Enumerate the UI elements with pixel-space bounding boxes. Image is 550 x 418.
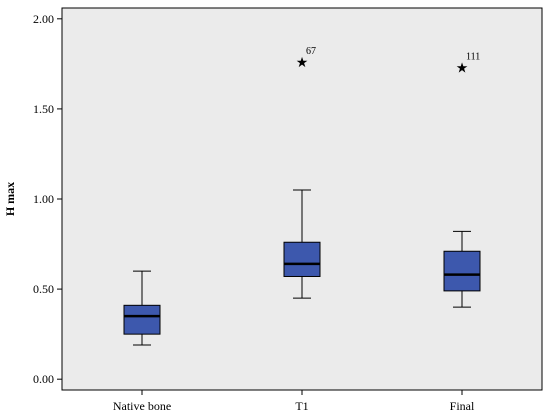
- box-series: ★67★111: [123, 46, 481, 346]
- outlier-label: 111: [466, 51, 480, 62]
- x-category-label: Final: [450, 399, 475, 413]
- x-category-label: Native bone: [113, 399, 171, 413]
- box-group: ★67: [283, 46, 321, 299]
- y-axis-ticks: 0.00 0.50 1.00 1.50 2.00: [33, 12, 62, 386]
- y-tick-label: 0.50: [33, 282, 54, 296]
- y-tick-label: 1.00: [33, 192, 54, 206]
- x-axis-categories: Native bone T1 Final: [113, 390, 475, 413]
- y-axis-title: H max: [3, 182, 17, 216]
- box-group: [123, 270, 161, 346]
- iqr-box: [283, 241, 321, 277]
- y-tick-label: 0.00: [33, 372, 54, 386]
- x-category-label: T1: [295, 399, 308, 413]
- outlier-star-icon: ★: [296, 55, 309, 71]
- iqr-box: [443, 250, 481, 292]
- iqr-box: [123, 304, 161, 335]
- y-tick-label: 2.00: [33, 12, 54, 26]
- outlier-label: 67: [306, 46, 316, 57]
- outlier-star-icon: ★: [456, 60, 469, 76]
- box-group: ★111: [443, 51, 481, 308]
- y-tick-label: 1.50: [33, 102, 54, 116]
